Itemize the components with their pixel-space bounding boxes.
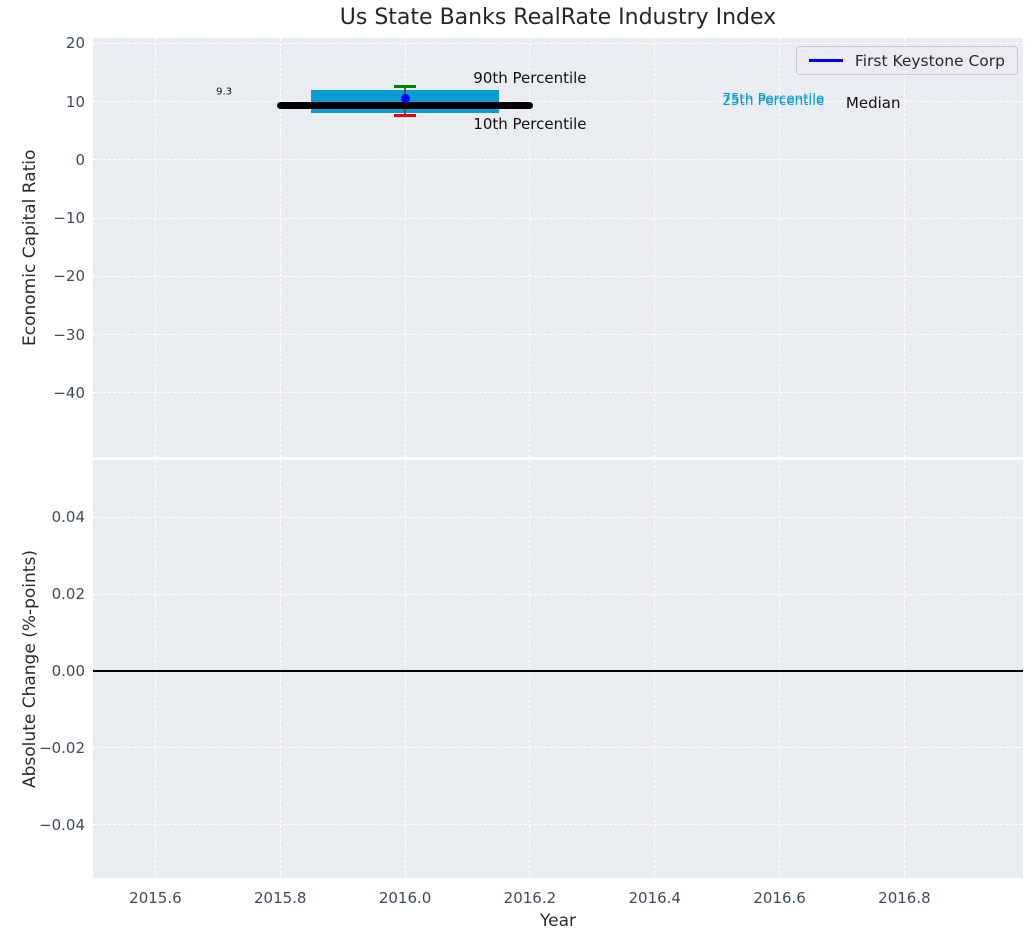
gridline-vertical xyxy=(779,38,781,457)
y-tick-label: 0.00 xyxy=(51,661,85,680)
gridline-vertical xyxy=(529,460,531,878)
gridline-vertical xyxy=(279,38,281,457)
gridline-horizontal xyxy=(93,334,1023,336)
y-tick-label: −0.02 xyxy=(39,738,85,757)
gridline-horizontal xyxy=(93,101,1023,103)
gridline-horizontal xyxy=(93,42,1023,44)
gridline-vertical xyxy=(154,460,156,878)
gridline-horizontal xyxy=(93,593,1023,595)
x-tick-label: 2015.8 xyxy=(253,889,307,907)
top-axes: First Keystone Corp 9.3 90th Percentile 10… xyxy=(93,38,1023,457)
gridline-vertical xyxy=(654,460,656,878)
x-tick-label: 2016.6 xyxy=(753,889,806,907)
chart-title: Us State Banks RealRate Industry Index xyxy=(339,5,777,30)
gridline-vertical xyxy=(404,38,406,457)
y-tick-label: −40 xyxy=(53,383,85,402)
gridline-vertical xyxy=(529,38,531,457)
company-point xyxy=(400,93,410,103)
gridline-horizontal xyxy=(93,516,1023,518)
gridline-horizontal xyxy=(93,747,1023,749)
gridline-vertical xyxy=(654,38,656,457)
p75-label: 75th Percentile xyxy=(722,90,825,107)
y-tick-label: 20 xyxy=(65,34,85,53)
gridline-vertical xyxy=(779,460,781,878)
y-tick-label: 0 xyxy=(75,150,85,169)
gridline-vertical xyxy=(279,460,281,878)
gridline-vertical xyxy=(154,38,156,457)
gridline-horizontal xyxy=(93,275,1023,277)
y-tick-label: −20 xyxy=(53,267,85,286)
x-tick-label: 2016.0 xyxy=(378,889,432,907)
median-line xyxy=(277,102,534,110)
legend: First Keystone Corp xyxy=(795,46,1018,75)
legend-line-sample xyxy=(808,59,843,62)
y-tick-label: −30 xyxy=(53,325,85,344)
gridline-horizontal xyxy=(93,824,1023,826)
gridline-horizontal xyxy=(93,217,1023,219)
y-tick-label: −0.04 xyxy=(39,815,85,834)
y-tick-label: −10 xyxy=(53,209,85,228)
p90-cap xyxy=(393,85,417,89)
gridline-vertical xyxy=(404,460,406,878)
p10-cap xyxy=(393,114,417,117)
median-value-label: 9.3 xyxy=(216,86,233,98)
legend-label: First Keystone Corp xyxy=(854,51,1005,70)
y-tick-label: 10 xyxy=(65,92,85,111)
x-axis-label: Year xyxy=(540,911,576,931)
gridline-horizontal xyxy=(93,392,1023,394)
y-tick-label: 0.04 xyxy=(51,508,85,527)
x-tick-label: 2015.6 xyxy=(129,889,182,907)
y-tick-label: 0.02 xyxy=(51,585,85,604)
x-tick-label: 2016.2 xyxy=(503,889,557,907)
x-tick-label: 2016.4 xyxy=(628,889,681,907)
x-tick-label: 2016.8 xyxy=(878,889,931,907)
p10-label: 10th Percentile xyxy=(473,115,587,134)
gridline-horizontal xyxy=(93,159,1023,161)
bottom-axes xyxy=(93,460,1023,878)
gridline-vertical xyxy=(903,38,905,457)
p25-label: 25th Percentile xyxy=(722,92,825,109)
median-label: Median xyxy=(845,94,901,113)
zero-line xyxy=(93,670,1023,672)
gridline-vertical xyxy=(903,460,905,878)
p90-label: 90th Percentile xyxy=(473,69,587,88)
